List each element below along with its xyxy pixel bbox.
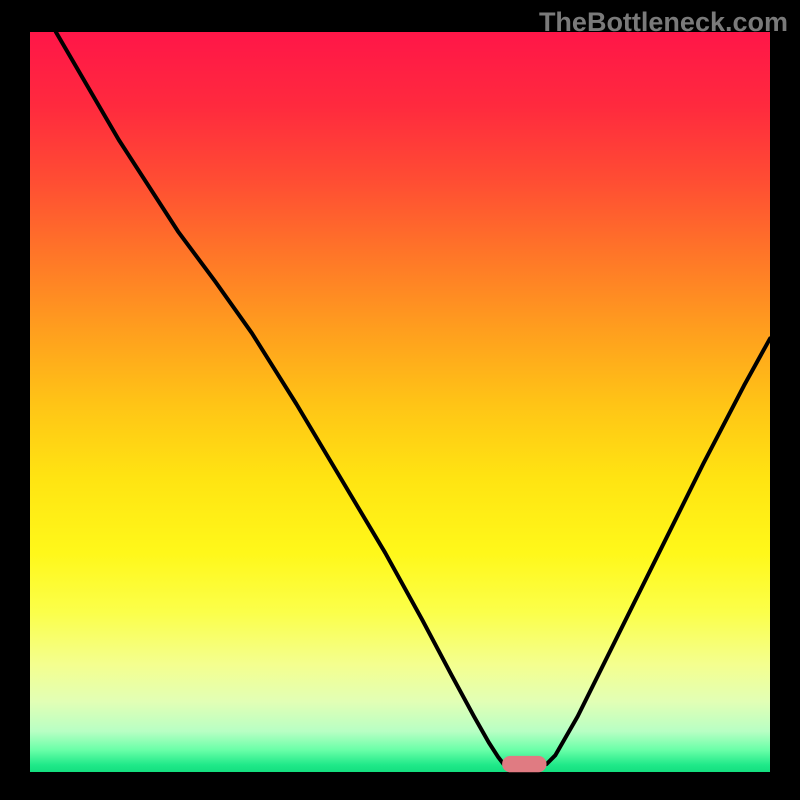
watermark-label: TheBottleneck.com [539,7,788,38]
plot-area [30,32,770,776]
plot-svg [30,32,770,776]
optimal-marker [502,756,546,772]
chart-stage: TheBottleneck.com [0,0,800,800]
gradient-background [30,32,770,776]
